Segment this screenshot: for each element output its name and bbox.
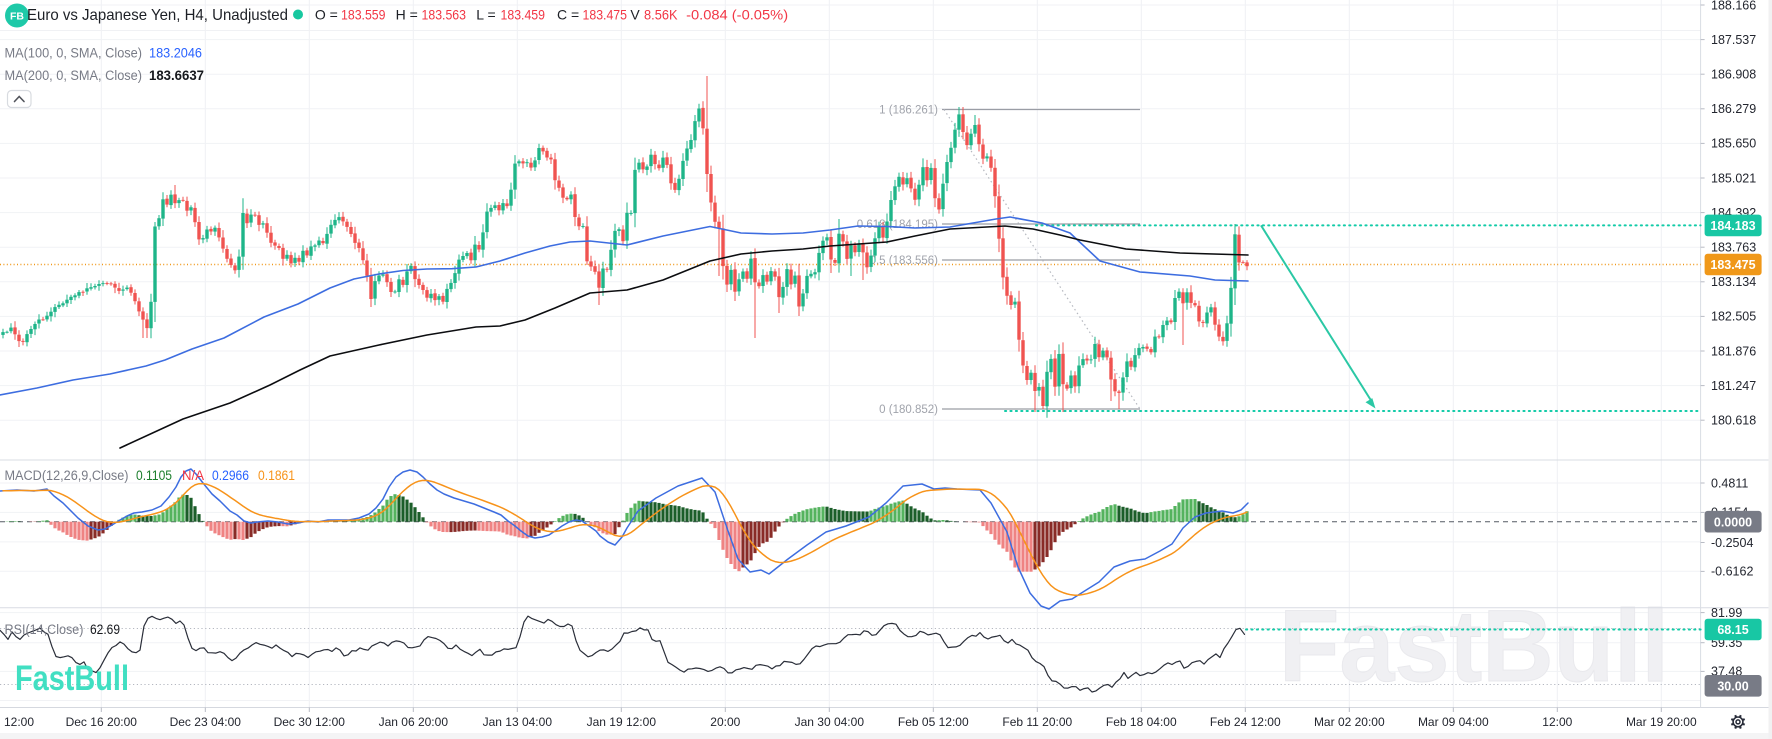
svg-text:0.0000: 0.0000 [1714, 515, 1752, 529]
svg-text:FB: FB [10, 11, 24, 23]
svg-text:81.99: 81.99 [1711, 606, 1742, 620]
svg-text:188.166: 188.166 [1711, 0, 1756, 12]
svg-text:1 (186.261): 1 (186.261) [879, 105, 938, 117]
svg-text:Feb 11 20:00: Feb 11 20:00 [1002, 715, 1072, 729]
svg-text:62.69: 62.69 [90, 622, 120, 637]
svg-text:Jan 30 04:00: Jan 30 04:00 [795, 715, 865, 729]
svg-text:183.134: 183.134 [1711, 275, 1756, 289]
svg-text:12:00: 12:00 [1542, 715, 1572, 729]
svg-text:186.908: 186.908 [1711, 68, 1756, 82]
svg-text:183.2046: 183.2046 [149, 46, 202, 61]
svg-text:0.1105: 0.1105 [136, 468, 172, 483]
svg-text:Jan 13 04:00: Jan 13 04:00 [483, 715, 553, 729]
svg-text:181.876: 181.876 [1711, 344, 1756, 358]
svg-text:8.56K: 8.56K [644, 6, 678, 22]
svg-text:Feb 18 04:00: Feb 18 04:00 [1106, 715, 1177, 729]
svg-text:-0.2504: -0.2504 [1711, 536, 1753, 550]
svg-text:Mar 02 20:00: Mar 02 20:00 [1314, 715, 1385, 729]
svg-text:FastBull: FastBull [1279, 589, 1669, 703]
svg-text:Mar 09 04:00: Mar 09 04:00 [1418, 715, 1489, 729]
svg-text:-0.6162: -0.6162 [1711, 565, 1753, 579]
svg-text:0.2966: 0.2966 [212, 468, 249, 483]
svg-text:186.279: 186.279 [1711, 102, 1756, 116]
svg-text:183.459: 183.459 [501, 6, 546, 22]
svg-text:181.247: 181.247 [1711, 379, 1756, 393]
svg-text:68.15: 68.15 [1717, 623, 1748, 637]
svg-text:0.5 (183.556): 0.5 (183.556) [870, 255, 939, 267]
svg-text:185.650: 185.650 [1711, 137, 1756, 151]
svg-text:184.183: 184.183 [1710, 219, 1755, 233]
svg-text:20:00: 20:00 [710, 715, 740, 729]
svg-text:Dec 16 20:00: Dec 16 20:00 [66, 715, 138, 729]
svg-text:FastBull: FastBull [15, 659, 129, 698]
svg-text:183.559: 183.559 [341, 6, 386, 22]
svg-text:0.1861: 0.1861 [258, 468, 295, 483]
svg-text:L =: L = [476, 6, 495, 22]
svg-text:N/A: N/A [182, 468, 204, 483]
svg-text:12:00: 12:00 [4, 715, 34, 729]
svg-text:V: V [630, 6, 640, 22]
svg-text:185.021: 185.021 [1711, 171, 1756, 185]
svg-text:O =: O = [315, 6, 338, 22]
svg-text:183.475: 183.475 [583, 6, 628, 22]
svg-text:C =: C = [557, 6, 579, 22]
svg-text:MACD(12,26,9,Close): MACD(12,26,9,Close) [5, 468, 129, 483]
svg-text:183.6637: 183.6637 [149, 68, 204, 83]
svg-text:183.475: 183.475 [1710, 258, 1755, 272]
svg-text:-0.084 (-0.05%): -0.084 (-0.05%) [686, 6, 788, 22]
svg-text:182.505: 182.505 [1711, 310, 1756, 324]
svg-text:Mar 19 20:00: Mar 19 20:00 [1626, 715, 1697, 729]
svg-text:183.763: 183.763 [1711, 241, 1756, 255]
svg-text:Jan 06 20:00: Jan 06 20:00 [379, 715, 449, 729]
svg-text:Dec 23 04:00: Dec 23 04:00 [170, 715, 242, 729]
svg-text:187.537: 187.537 [1711, 33, 1756, 47]
svg-text:180.618: 180.618 [1711, 414, 1756, 428]
svg-text:30.00: 30.00 [1717, 679, 1748, 693]
svg-text:Feb 05 12:00: Feb 05 12:00 [898, 715, 969, 729]
svg-text:0.618 (184.195): 0.618 (184.195) [857, 219, 938, 231]
svg-text:0.4811: 0.4811 [1711, 476, 1748, 490]
svg-text:MA(200, 0, SMA, Close): MA(200, 0, SMA, Close) [5, 68, 143, 83]
svg-text:0 (180.852): 0 (180.852) [879, 404, 938, 416]
svg-text:Euro vs Japanese Yen, H4, Unad: Euro vs Japanese Yen, H4, Unadjusted [27, 7, 288, 24]
svg-text:H =: H = [396, 6, 418, 22]
svg-text:Dec 30 12:00: Dec 30 12:00 [274, 715, 346, 729]
svg-text:RSI(14,Close): RSI(14,Close) [5, 622, 84, 637]
svg-text:Feb 24 12:00: Feb 24 12:00 [1210, 715, 1281, 729]
svg-text:183.563: 183.563 [422, 6, 467, 22]
svg-text:Jan 19 12:00: Jan 19 12:00 [587, 715, 657, 729]
svg-text:MA(100, 0, SMA, Close): MA(100, 0, SMA, Close) [5, 46, 143, 61]
